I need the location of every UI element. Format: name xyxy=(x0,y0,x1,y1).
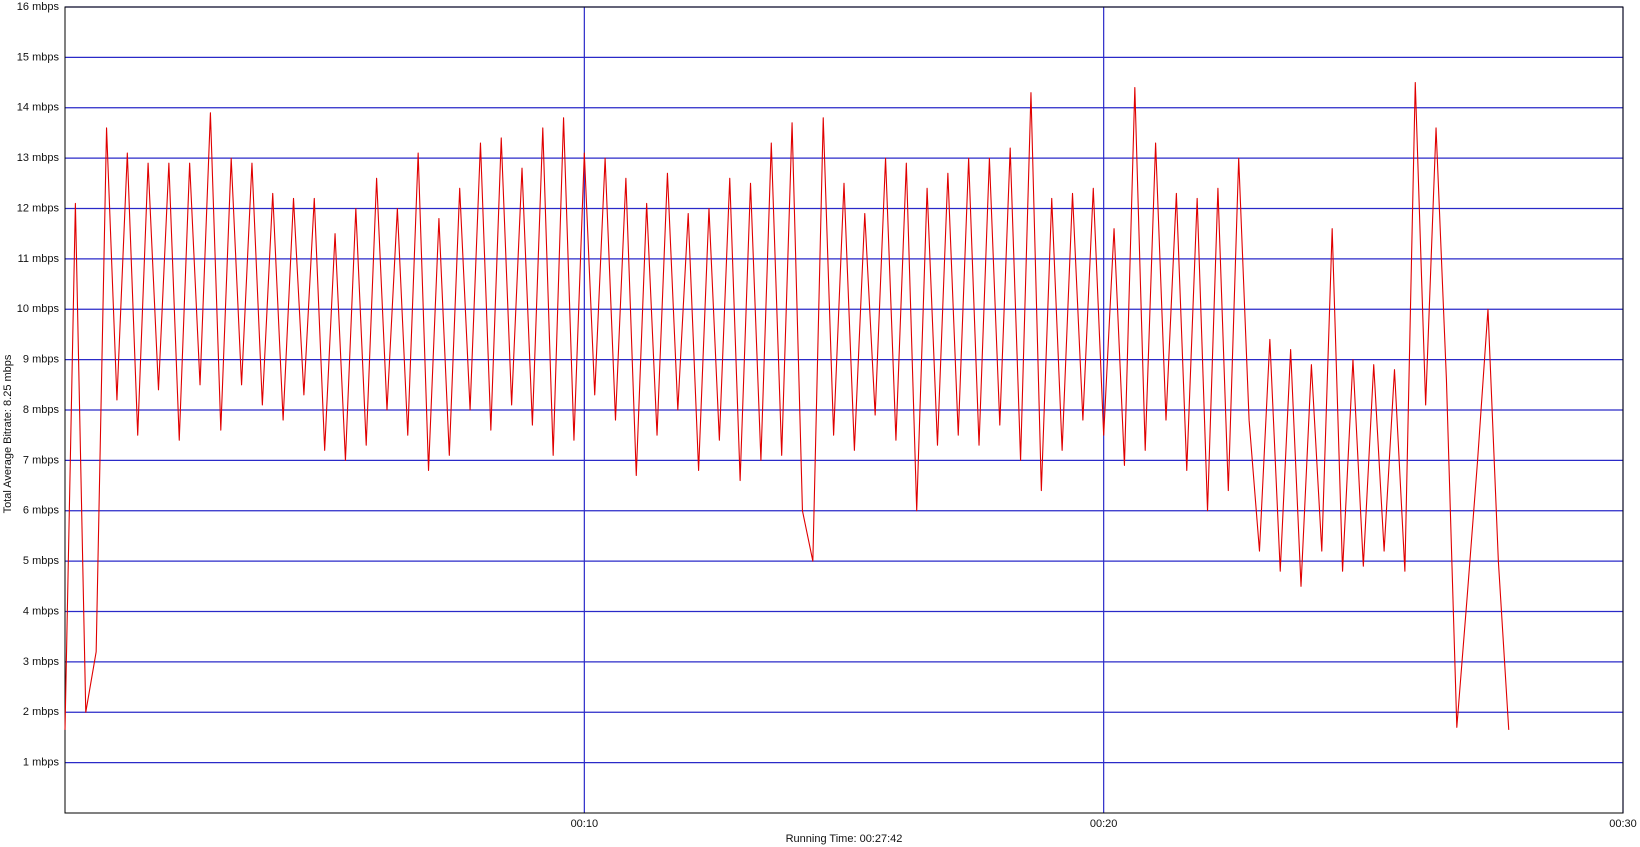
y-tick-label: 10 mbps xyxy=(17,303,60,315)
y-tick-label: 14 mbps xyxy=(17,102,60,114)
data-line xyxy=(64,82,1510,730)
y-tick-label: 11 mbps xyxy=(18,253,60,265)
y-tick-label: 12 mbps xyxy=(17,202,60,214)
y-axis-label: Total Average Bitrate: 8.25 mbps xyxy=(2,354,14,513)
y-tick-label: 2 mbps xyxy=(23,706,60,718)
y-tick-label: 7 mbps xyxy=(23,454,60,466)
x-tick-label: 00:30 xyxy=(1609,818,1637,830)
y-tick-label: 3 mbps xyxy=(23,656,60,668)
y-tick-label: 8 mbps xyxy=(23,404,60,416)
y-tick-label: 4 mbps xyxy=(23,605,60,617)
y-tick-label: 16 mbps xyxy=(17,1,60,13)
y-tick-label: 9 mbps xyxy=(23,354,60,366)
x-tick-label: 00:10 xyxy=(571,818,599,830)
y-tick-label: 13 mbps xyxy=(17,152,60,164)
x-axis-label: Running Time: 00:27:42 xyxy=(786,833,903,845)
x-tick-label: 00:20 xyxy=(1090,818,1118,830)
plot-frame xyxy=(64,6,1624,814)
y-tick-label: 6 mbps xyxy=(23,505,60,517)
y-tick-label: 1 mbps xyxy=(23,757,60,769)
y-tick-label: 15 mbps xyxy=(17,51,60,63)
y-tick-label: 5 mbps xyxy=(23,555,60,567)
